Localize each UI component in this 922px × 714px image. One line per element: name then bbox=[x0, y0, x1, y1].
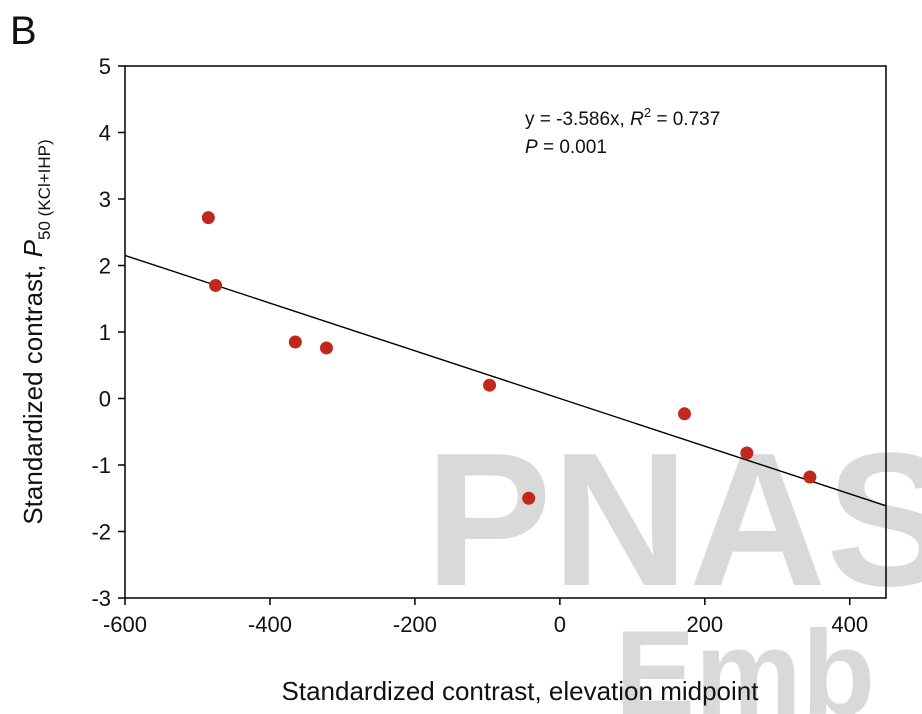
watermark-line1: PNAS bbox=[425, 414, 922, 626]
y-tick-label: -3 bbox=[91, 586, 111, 611]
y-tick-label: 4 bbox=[99, 121, 111, 146]
x-tick-label: 200 bbox=[686, 612, 723, 637]
annotation-equation: y = -3.586x, R2 = 0.737 bbox=[525, 105, 720, 130]
annotation-r-val: = 0.737 bbox=[651, 109, 720, 130]
y-axis-title: Standardized contrast, P50 (KCl+IHP) bbox=[18, 139, 54, 524]
data-point bbox=[201, 211, 215, 225]
y-tick-label: -1 bbox=[91, 453, 111, 478]
data-point bbox=[288, 335, 302, 349]
regression-line-group bbox=[124, 254, 887, 507]
annotation-pvalue: P = 0.001 bbox=[525, 137, 607, 158]
data-points bbox=[201, 211, 817, 505]
data-point bbox=[678, 407, 692, 421]
y-tick-label: 2 bbox=[99, 254, 111, 279]
data-point bbox=[319, 341, 333, 355]
annotation-p: P bbox=[525, 137, 538, 158]
regression-line bbox=[124, 254, 887, 507]
y-tick-label: 1 bbox=[99, 320, 111, 345]
x-tick-label: 0 bbox=[554, 612, 566, 637]
y-tick-label: 5 bbox=[99, 54, 111, 79]
data-point bbox=[483, 378, 497, 392]
annotation-r-sup: 2 bbox=[644, 105, 651, 120]
data-point bbox=[803, 470, 817, 484]
annotation-eq-text: y = -3.586x, bbox=[525, 109, 630, 130]
x-tick-label: 400 bbox=[831, 612, 868, 637]
x-tick-label: -600 bbox=[103, 612, 147, 637]
annotation-r: R bbox=[630, 109, 644, 130]
watermark-line2: Emb bbox=[615, 606, 875, 714]
data-point bbox=[740, 446, 754, 460]
annotation-p-val: = 0.001 bbox=[538, 137, 607, 158]
y-axis-title-sub: 50 (KCl+IHP) bbox=[35, 139, 54, 240]
axis-ticks: -600 -400 -200 0 200 400 5 4 3 2 1 0 -1 -2 -3 bbox=[91, 54, 868, 637]
x-axis-title: Standardized contrast, elevation midpoin… bbox=[282, 676, 760, 706]
y-tick-label: 3 bbox=[99, 187, 111, 212]
data-point bbox=[522, 491, 536, 505]
y-axis-title-main: Standardized contrast, bbox=[18, 257, 48, 524]
data-point bbox=[209, 278, 223, 292]
x-tick-label: -400 bbox=[248, 612, 292, 637]
y-tick-label: -2 bbox=[91, 520, 111, 545]
y-tick-label: 0 bbox=[99, 387, 111, 412]
y-axis-title-var: P bbox=[18, 239, 48, 257]
panel-label: B bbox=[10, 9, 37, 53]
x-tick-label: -200 bbox=[393, 612, 437, 637]
